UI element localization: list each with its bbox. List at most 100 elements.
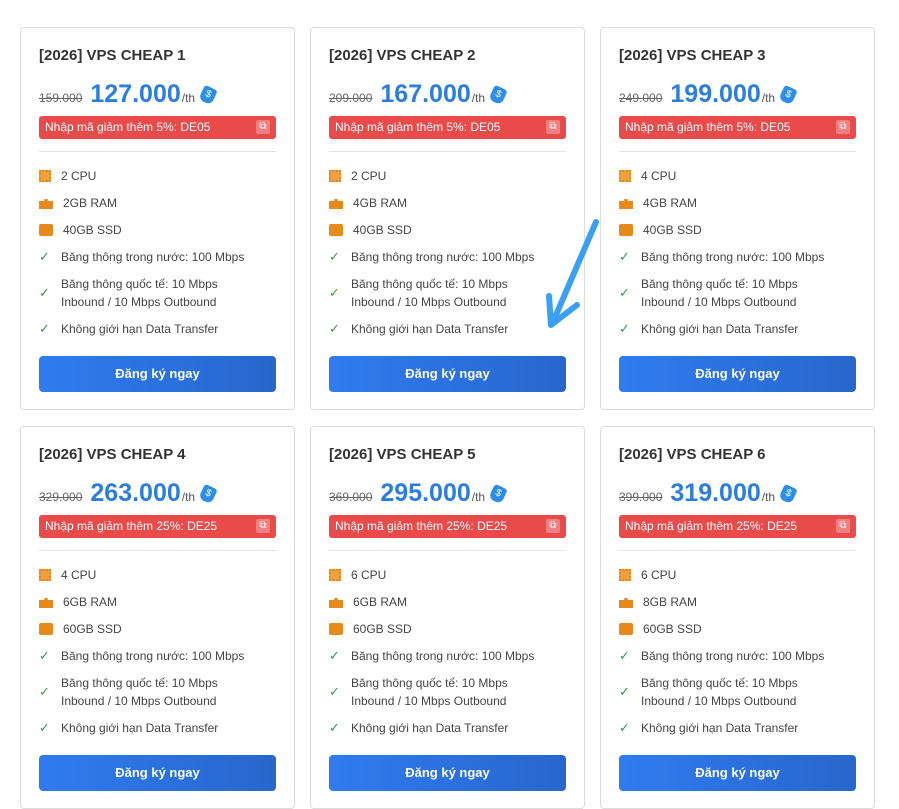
ram-icon [619, 598, 633, 608]
price-tag-icon: $ [778, 483, 798, 504]
check-icon: ✓ [329, 648, 340, 663]
feature-label: Không giới hạn Data Transfer [351, 322, 509, 336]
divider [39, 151, 276, 152]
spec-ram: 4GB RAM [329, 194, 407, 212]
check-icon: ✓ [619, 249, 630, 264]
check-icon: ✓ [619, 720, 630, 735]
check-icon: ✓ [39, 648, 50, 663]
check-icon: ✓ [39, 720, 50, 735]
copy-icon[interactable]: ⧉ [836, 120, 850, 134]
spec-label: 40GB SSD [643, 223, 702, 237]
ram-icon [329, 598, 343, 608]
spec-ram: 2GB RAM [39, 194, 117, 212]
cpu-icon [619, 569, 631, 581]
current-price: 199.000 [670, 80, 761, 108]
feature-item: ✓ Không giới hạn Data Transfer [329, 320, 508, 338]
register-button[interactable]: Đăng ký ngay [619, 356, 856, 392]
spec-ssd: 40GB SSD [329, 221, 412, 239]
register-button[interactable]: Đăng ký ngay [329, 755, 566, 791]
feature-item: ✓ Băng thông quốc tế: 10 Mbps Inbound / 1… [619, 674, 839, 710]
current-price: 263.000 [90, 479, 181, 507]
feature-label: Băng thông trong nước: 100 Mbps [61, 649, 245, 663]
spec-ram: 8GB RAM [619, 593, 697, 611]
price-tag-icon: $ [488, 84, 508, 105]
promo-text: Nhập mã giảm thêm 5%: DE05 [335, 120, 501, 134]
promo-code-banner: Nhập mã giảm thêm 25%: DE25 ⧉ [39, 515, 276, 538]
check-icon: ✓ [619, 684, 630, 699]
spec-cpu: 2 CPU [39, 167, 96, 185]
old-price: 329.000 [39, 490, 83, 504]
price-unit: /th [761, 490, 776, 504]
register-button[interactable]: Đăng ký ngay [329, 356, 566, 392]
spec-cpu: 6 CPU [329, 566, 386, 584]
feature-item: ✓ Băng thông quốc tế: 10 Mbps Inbound / 1… [329, 674, 549, 710]
ram-icon [329, 199, 343, 209]
spec-label: 6GB RAM [353, 595, 408, 609]
check-icon: ✓ [329, 684, 340, 699]
feature-label: Băng thông quốc tế: 10 Mbps Inbound / 10… [351, 676, 508, 708]
spec-ram: 4GB RAM [619, 194, 697, 212]
spec-label: 40GB SSD [353, 223, 412, 237]
price-row: 209.000 167.000 /th $ [329, 80, 508, 109]
ram-icon [39, 598, 53, 608]
plan-card: [2026] VPS CHEAP 1 159.000 127.000 /th $… [20, 27, 295, 410]
plan-title: [2026] VPS CHEAP 1 [39, 47, 186, 64]
check-icon: ✓ [619, 648, 630, 663]
plan-card: [2026] VPS CHEAP 3 249.000 199.000 /th $… [600, 27, 875, 410]
spec-label: 4 CPU [61, 568, 97, 582]
promo-code-banner: Nhập mã giảm thêm 25%: DE25 ⧉ [329, 515, 566, 538]
spec-label: 2 CPU [351, 169, 387, 183]
copy-icon[interactable]: ⧉ [546, 120, 560, 134]
divider [329, 151, 566, 152]
spec-ram: 6GB RAM [39, 593, 117, 611]
cpu-icon [329, 170, 341, 182]
ssd-icon [329, 224, 343, 236]
promo-code-banner: Nhập mã giảm thêm 5%: DE05 ⧉ [39, 116, 276, 139]
ram-icon [619, 199, 633, 209]
register-button[interactable]: Đăng ký ngay [39, 356, 276, 392]
copy-icon[interactable]: ⧉ [256, 519, 270, 533]
price-unit: /th [471, 91, 486, 105]
copy-icon[interactable]: ⧉ [836, 519, 850, 533]
feature-item: ✓ Băng thông trong nước: 100 Mbps [39, 248, 244, 266]
feature-item: ✓ Băng thông trong nước: 100 Mbps [329, 647, 534, 665]
price-row: 249.000 199.000 /th $ [619, 80, 798, 109]
spec-label: 4GB RAM [643, 196, 698, 210]
divider [619, 550, 856, 551]
feature-label: Không giới hạn Data Transfer [61, 322, 219, 336]
register-button[interactable]: Đăng ký ngay [619, 755, 856, 791]
copy-icon[interactable]: ⧉ [546, 519, 560, 533]
ram-icon [39, 199, 53, 209]
check-icon: ✓ [39, 684, 50, 699]
divider [619, 151, 856, 152]
spec-ram: 6GB RAM [329, 593, 407, 611]
price-row: 329.000 263.000 /th $ [39, 479, 218, 508]
promo-text: Nhập mã giảm thêm 5%: DE05 [625, 120, 791, 134]
divider [329, 550, 566, 551]
old-price: 369.000 [329, 490, 373, 504]
feature-label: Băng thông quốc tế: 10 Mbps Inbound / 10… [61, 277, 218, 309]
spec-ssd: 40GB SSD [39, 221, 122, 239]
check-icon: ✓ [329, 285, 340, 300]
feature-item: ✓ Băng thông trong nước: 100 Mbps [619, 248, 824, 266]
ssd-icon [329, 623, 343, 635]
current-price: 295.000 [380, 479, 471, 507]
check-icon: ✓ [39, 249, 50, 264]
cpu-icon [619, 170, 631, 182]
feature-label: Băng thông trong nước: 100 Mbps [351, 250, 535, 264]
feature-item: ✓ Không giới hạn Data Transfer [39, 719, 218, 737]
check-icon: ✓ [329, 321, 340, 336]
check-icon: ✓ [39, 285, 50, 300]
spec-ssd: 60GB SSD [39, 620, 122, 638]
ssd-icon [39, 224, 53, 236]
plan-title: [2026] VPS CHEAP 2 [329, 47, 476, 64]
plan-card: [2026] VPS CHEAP 5 369.000 295.000 /th $… [310, 426, 585, 809]
ssd-icon [619, 224, 633, 236]
copy-icon[interactable]: ⧉ [256, 120, 270, 134]
check-icon: ✓ [619, 321, 630, 336]
check-icon: ✓ [329, 720, 340, 735]
feature-item: ✓ Băng thông trong nước: 100 Mbps [39, 647, 244, 665]
plan-card: [2026] VPS CHEAP 4 329.000 263.000 /th $… [20, 426, 295, 809]
register-button[interactable]: Đăng ký ngay [39, 755, 276, 791]
feature-item: ✓ Băng thông quốc tế: 10 Mbps Inbound / 1… [329, 275, 549, 311]
